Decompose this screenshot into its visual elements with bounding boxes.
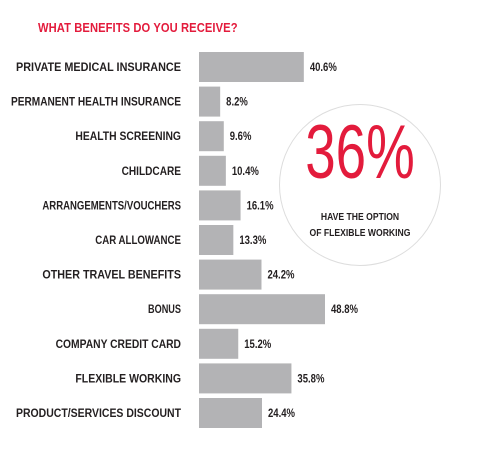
- category-label: PRODUCT/SERVICES DISCOUNT: [16, 408, 181, 420]
- value-label: 24.2%: [267, 270, 294, 282]
- value-label: 35.8%: [297, 373, 324, 385]
- value-label: 40.6%: [310, 62, 337, 74]
- bar: [199, 225, 234, 255]
- value-label: 15.2%: [244, 339, 271, 351]
- bar: [199, 259, 262, 290]
- callout-line-1: HAVE THE OPTION: [320, 211, 400, 223]
- value-label: 13.3%: [239, 235, 266, 247]
- category-label: PRIVATE MEDICAL INSURANCE: [16, 62, 181, 74]
- category-label: OTHER TRAVEL BENEFITS: [42, 270, 181, 282]
- bar: [199, 52, 304, 82]
- bar: [199, 121, 224, 152]
- value-label: 9.6%: [230, 131, 252, 143]
- chart-title: WHAT BENEFITS DO YOU RECEIVE?: [38, 20, 238, 35]
- category-label: PERMANENT HEALTH INSURANCE: [11, 97, 181, 109]
- callout-line-2: OF FLEXIBLE WORKING: [309, 227, 411, 239]
- bar: [199, 398, 262, 428]
- category-label: CHILDCARE: [122, 166, 182, 178]
- bar: [199, 363, 292, 394]
- value-label: 10.4%: [232, 166, 259, 178]
- callout-percentage: 36%: [305, 110, 415, 195]
- callout-circle: [279, 104, 441, 266]
- bar: [199, 190, 241, 221]
- value-label: 16.1%: [247, 200, 274, 212]
- bar: [199, 294, 325, 325]
- category-label: CAR ALLOWANCE: [95, 235, 181, 247]
- value-label: 24.4%: [268, 408, 295, 420]
- category-label: BONUS: [148, 304, 181, 316]
- value-label: 48.8%: [331, 304, 358, 316]
- category-label: COMPANY CREDIT CARD: [56, 339, 181, 351]
- bar: [199, 155, 226, 186]
- value-label: 8.2%: [226, 97, 248, 109]
- bar: [199, 86, 221, 117]
- category-label: HEALTH SCREENING: [75, 131, 181, 143]
- bar: [199, 328, 239, 359]
- category-label: ARRANGEMENTS/VOUCHERS: [42, 200, 181, 212]
- category-label: FLEXIBLE WORKING: [75, 373, 181, 385]
